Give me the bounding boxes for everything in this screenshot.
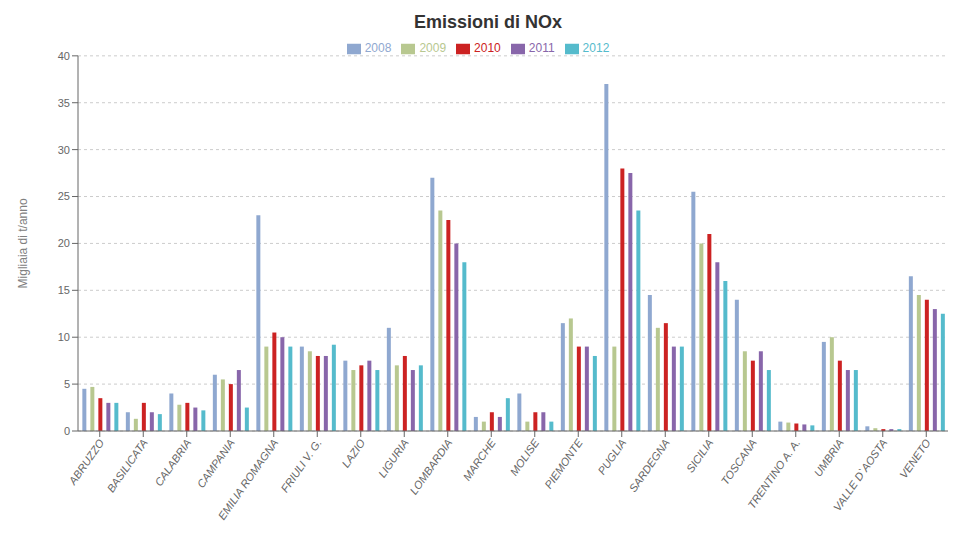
svg-text:5: 5 [64, 378, 70, 390]
html-text:2009: 2009 [419, 41, 447, 55]
html-text:Emissioni di NOx: Emissioni di NOx [414, 12, 562, 32]
svg-text:SICILIA: SICILIA [684, 437, 716, 475]
svg-text:25: 25 [58, 190, 70, 202]
svg-text:0: 0 [64, 425, 70, 437]
html-text:2010: 2010 [474, 41, 501, 55]
svg-text:Migliaia di t/anno: Migliaia di t/anno [16, 198, 30, 288]
svg-text:30: 30 [58, 144, 70, 156]
svg-text:15: 15 [58, 284, 70, 296]
svg-text:TRENTINO A. A.: TRENTINO A. A. [745, 437, 802, 511]
svg-text:BASILICATA: BASILICATA [104, 437, 149, 495]
svg-text:PIEMONTE: PIEMONTE [542, 436, 585, 490]
svg-text:PUGLIA: PUGLIA [595, 437, 628, 477]
svg-text:10: 10 [58, 331, 70, 343]
svg-text:FRIULI V. G.: FRIULI V. G. [278, 437, 323, 495]
svg-text:VENETO: VENETO [897, 436, 933, 480]
svg-text:SARDEGNA: SARDEGNA [627, 437, 672, 494]
svg-text:TOSCANA: TOSCANA [719, 437, 759, 487]
svg-text:40: 40 [58, 50, 70, 62]
svg-text:35: 35 [58, 97, 70, 109]
svg-text:CALABRIA: CALABRIA [152, 437, 193, 488]
svg-text:CAMPANIA: CAMPANIA [194, 437, 236, 490]
svg-text:20: 20 [58, 237, 70, 249]
svg-text:LIGURIA: LIGURIA [376, 437, 411, 480]
svg-text:LAZIO: LAZIO [339, 436, 367, 469]
svg-text:LOMBARDIA: LOMBARDIA [407, 437, 454, 497]
svg-text:MOLISE: MOLISE [508, 436, 542, 477]
html-text:2012: 2012 [582, 41, 610, 55]
svg-text:MARCHE: MARCHE [461, 436, 499, 482]
html-text:2011: 2011 [528, 41, 555, 55]
svg-text:VALLE D`AOSTA: VALLE D`AOSTA [831, 437, 889, 513]
html-text:2008: 2008 [364, 41, 392, 55]
svg-text:EMILIA ROMAGNA: EMILIA ROMAGNA [216, 437, 281, 522]
svg-text:ABRUZZO: ABRUZZO [66, 436, 107, 487]
svg-text:UMBRIA: UMBRIA [811, 437, 845, 479]
